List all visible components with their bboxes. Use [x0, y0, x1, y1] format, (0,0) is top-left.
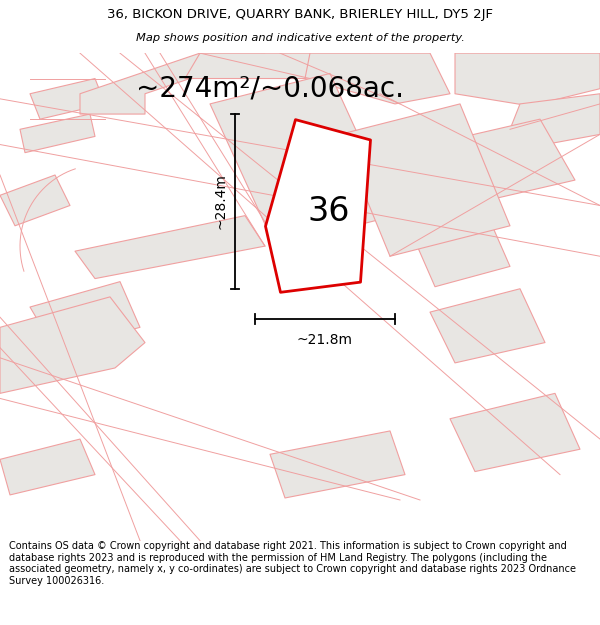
Text: ~274m²/~0.068ac.: ~274m²/~0.068ac.	[136, 74, 404, 102]
Text: 36, BICKON DRIVE, QUARRY BANK, BRIERLEY HILL, DY5 2JF: 36, BICKON DRIVE, QUARRY BANK, BRIERLEY …	[107, 8, 493, 21]
Text: ~21.8m: ~21.8m	[297, 332, 353, 346]
Text: ~28.4m: ~28.4m	[214, 174, 228, 229]
Text: Map shows position and indicative extent of the property.: Map shows position and indicative extent…	[136, 33, 464, 43]
Text: Contains OS data © Crown copyright and database right 2021. This information is : Contains OS data © Crown copyright and d…	[9, 541, 576, 586]
Text: 36: 36	[308, 195, 350, 228]
